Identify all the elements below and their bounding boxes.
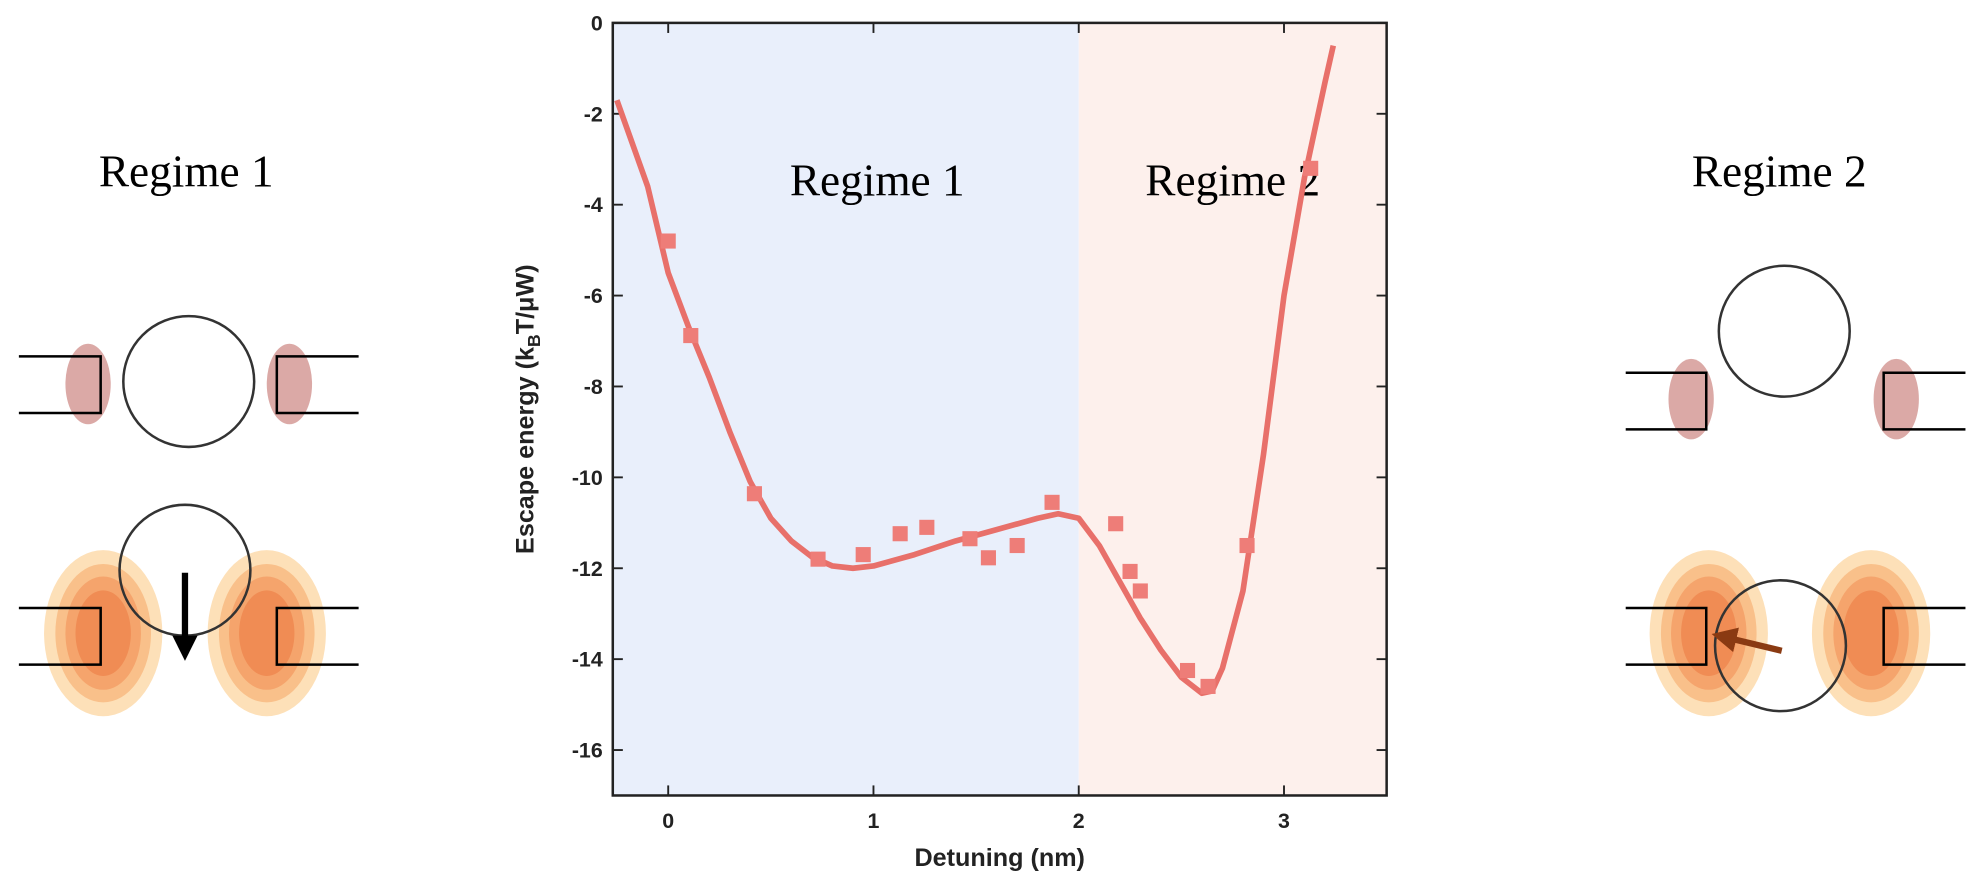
region-label: Regime 1: [790, 155, 965, 205]
data-point: [855, 547, 871, 563]
y-tick-label: -6: [584, 284, 603, 308]
data-point: [892, 526, 908, 542]
left-diagram: Regime 1: [18, 146, 359, 717]
x-axis-label: Detuning (nm): [914, 844, 1084, 872]
y-tick-label: -14: [572, 648, 603, 672]
region-label: Regime 2: [1145, 155, 1320, 205]
data-point: [683, 328, 699, 344]
region: [612, 22, 1079, 796]
data-point: [746, 486, 762, 502]
data-point: [660, 233, 676, 249]
y-axis-label-part: Escape energy (k: [512, 346, 540, 554]
data-point: [1108, 516, 1124, 532]
data-point: [1044, 494, 1060, 510]
y-axis-label-part: B: [524, 334, 544, 347]
plot: Regime 1 Regime 2 0 1 2 3 0 -2 -4 -6 -8 -10 -12 -14 -1…: [512, 11, 1388, 872]
right-diagram: Regime 2: [1625, 146, 1966, 717]
fit-line: [614, 44, 1337, 697]
data-point: [980, 550, 996, 566]
y-tick-label: -8: [584, 375, 603, 399]
data-point: [1200, 678, 1216, 694]
x-tick-label: 0: [662, 809, 674, 833]
y-axis-label-part: T/μW): [512, 264, 540, 334]
data-point: [1009, 537, 1025, 554]
data-point: [1179, 662, 1196, 679]
x-tick-label: 2: [1073, 809, 1085, 833]
y-axis-label: Escape energy (kBT/μW): [512, 264, 544, 554]
diagram-title: Regime 2: [1692, 146, 1867, 196]
data-point: [962, 531, 978, 547]
data-point: [1239, 537, 1255, 554]
x-tick-label: 1: [868, 809, 880, 833]
data-point: [1303, 160, 1319, 176]
plot-frame: [611, 21, 1388, 797]
y-tick-label: -16: [572, 739, 603, 763]
y-tick-label: -2: [584, 102, 603, 126]
data-point: [1132, 583, 1148, 599]
diagram-title: Regime 1: [99, 146, 274, 196]
y-tick-label: -4: [584, 193, 603, 217]
data-point: [1122, 563, 1138, 579]
x-tick-label: 3: [1278, 809, 1290, 833]
data-point: [810, 551, 826, 567]
region: [1078, 22, 1387, 796]
y-tick-label: -10: [572, 466, 603, 490]
data-point: [919, 519, 935, 535]
y-tick-label: 0: [591, 11, 603, 35]
y-tick-label: -12: [572, 557, 603, 581]
